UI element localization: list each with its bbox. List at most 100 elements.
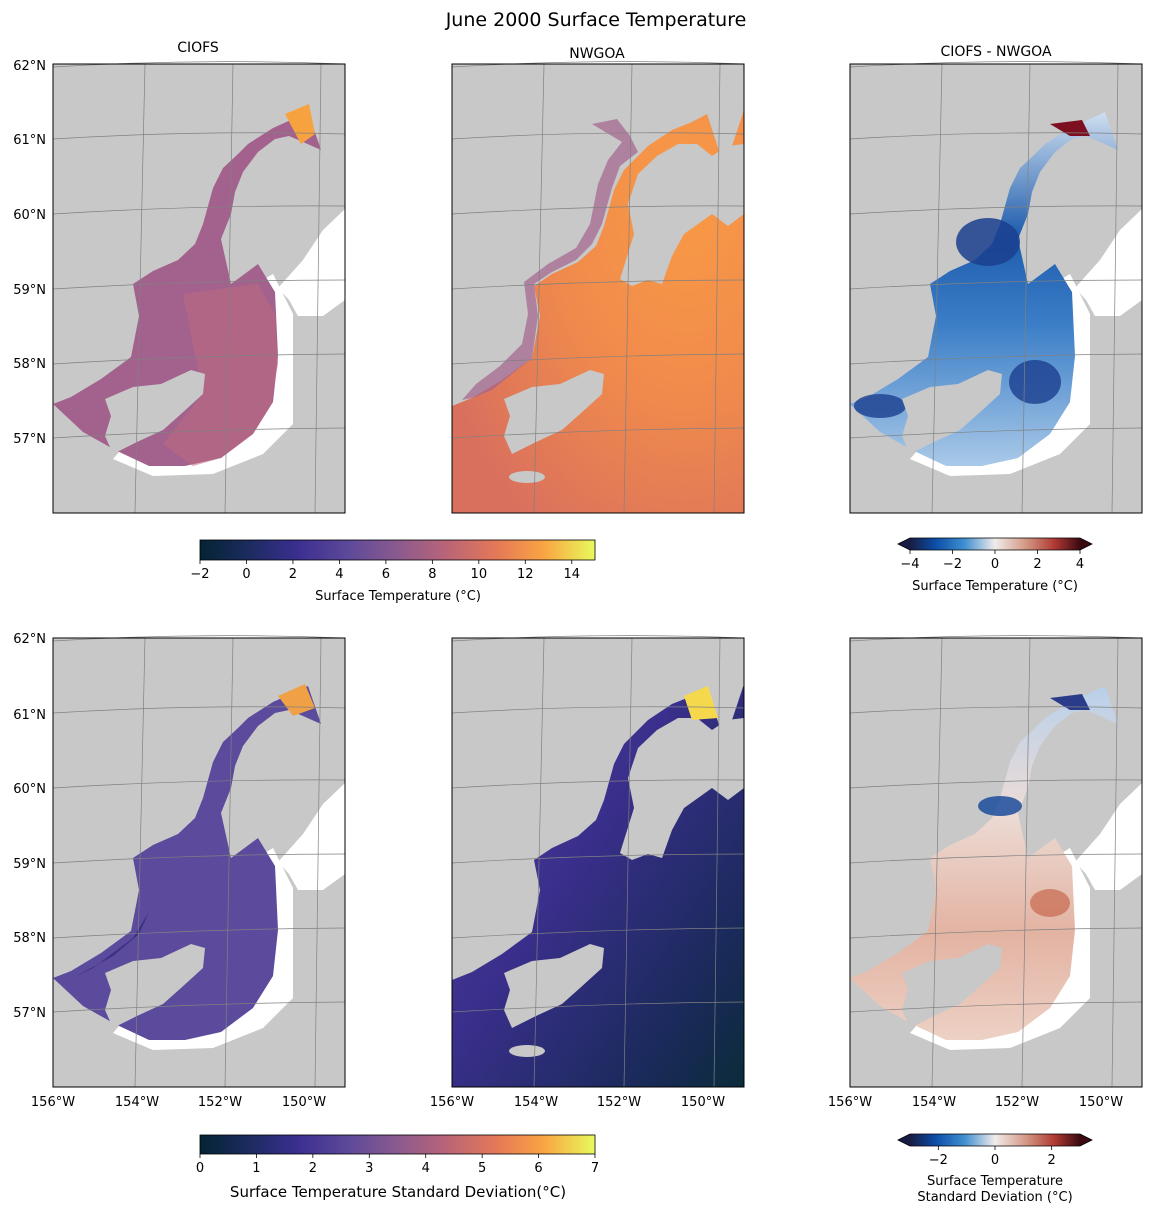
panel-title-ciofs: CIOFS: [177, 40, 219, 56]
colorbar-label: Surface Temperature (°C): [912, 579, 1078, 594]
panel-frame: [451, 637, 745, 1088]
lat-tick-label: 61°N: [13, 708, 46, 723]
colorbar-gradient: [910, 1134, 1080, 1146]
warm-region: [163, 284, 278, 466]
graticule: [451, 635, 745, 1088]
colorbar-gradient: [199, 539, 596, 561]
trinity-islands: [509, 471, 545, 483]
lon-tick-label: 152°W: [198, 1095, 242, 1110]
lon-tick-label: 154°W: [115, 1095, 159, 1110]
figure-title: June 2000 Surface Temperature: [445, 9, 747, 31]
colorbar-std-difference: −2 0 2 Surface Temperature Standard Deviat…: [897, 1133, 1093, 1205]
colorbar-ticks: −2 0 2 4 6 8 10 12 14: [190, 560, 580, 582]
colorbar-tick-label: 3: [365, 1161, 373, 1176]
colorbar-tick-label: 0: [991, 1153, 999, 1168]
colorbar-tick-label: −2: [943, 557, 962, 572]
land-kenai: [620, 638, 744, 860]
lat-tick-label: 61°N: [13, 133, 46, 148]
colorbar-tick-label: 4: [335, 567, 343, 582]
colorbar-extend-high: [1080, 1134, 1092, 1146]
lat-tick-label: 57°N: [13, 1006, 46, 1021]
open-ocean: [1075, 783, 1142, 890]
colorbar-ticks: 0 1 2 3 4 5 6 7: [196, 1154, 599, 1176]
colorbar-tick-label: 10: [471, 567, 488, 582]
lon-axis-panel6: 156°W 154°W 152°W 150°W: [828, 1095, 1123, 1110]
colorbar-tick-label: 5: [478, 1161, 486, 1176]
colorbar-label: Surface Temperature Standard Deviation(°…: [230, 1183, 566, 1201]
lat-tick-label: 62°N: [13, 632, 46, 647]
colorbar-std: 0 1 2 3 4 5 6 7 Surface Temperature Standard De…: [196, 1134, 599, 1201]
colorbar-tick-label: 6: [534, 1161, 542, 1176]
graticule: [849, 635, 1143, 1088]
lat-axis-row1: 62°N 61°N 60°N 59°N 58°N 57°N: [13, 59, 46, 447]
graticule: [52, 61, 346, 514]
lon-axis-panel5: 156°W 154°W 152°W 150°W: [430, 1095, 725, 1110]
trinity-islands: [907, 1045, 943, 1057]
cold-anomaly: [1009, 360, 1061, 404]
colorbar-tick-label: 0: [991, 557, 999, 572]
positive-anomaly: [1030, 889, 1070, 917]
colorbar-tick-label: 1: [252, 1161, 260, 1176]
colorbar-gradient: [199, 1134, 596, 1155]
colorbar-tick-label: 14: [563, 567, 580, 582]
lat-tick-label: 58°N: [13, 357, 46, 372]
colorbar-tick-label: 0: [242, 567, 250, 582]
open-ocean: [1075, 209, 1142, 316]
panel-title-nwgoa: NWGOA: [569, 46, 625, 62]
cold-anomaly: [956, 218, 1020, 266]
colorbar-tick-label: 4: [422, 1161, 430, 1176]
panel-frame: [451, 63, 745, 514]
negative-anomaly: [1050, 694, 1090, 710]
lat-tick-label: 60°N: [13, 782, 46, 797]
map-panel-diff-std: [849, 635, 1143, 1088]
colorbar-gradient: [910, 538, 1080, 550]
colorbar-label: Surface Temperature (°C): [315, 589, 481, 604]
panel-frame: [849, 637, 1143, 1088]
open-ocean: [278, 783, 345, 890]
lat-tick-label: 60°N: [13, 208, 46, 223]
trinity-islands: [110, 1045, 146, 1057]
open-ocean: [278, 209, 345, 316]
colorbar-tick-label: 6: [382, 567, 390, 582]
map-panel-ciofs-std: [52, 635, 346, 1088]
colorbar-extend-low: [898, 1134, 910, 1146]
negative-anomaly: [978, 796, 1022, 816]
lon-tick-label: 156°W: [31, 1095, 75, 1110]
graticule: [52, 635, 346, 1088]
trinity-islands: [907, 471, 943, 483]
lon-tick-label: 150°W: [681, 1095, 725, 1110]
lon-tick-label: 150°W: [1079, 1095, 1123, 1110]
colorbar-label-line1: Surface Temperature: [927, 1174, 1063, 1189]
colorbar-extend-low: [898, 538, 910, 550]
land-kenai: [620, 64, 744, 286]
colorbar-tick-label: 8: [428, 567, 436, 582]
lon-tick-label: 152°W: [995, 1095, 1039, 1110]
cold-anomaly: [854, 394, 906, 418]
warm-anomaly: [1050, 120, 1090, 136]
map-panel-ciofs-temp: [52, 61, 346, 514]
panel-frame: [52, 637, 346, 1088]
colorbar-tick-label: 2: [289, 567, 297, 582]
colorbar-tick-label: 2: [1033, 557, 1041, 572]
lat-tick-label: 59°N: [13, 283, 46, 298]
graticule: [849, 61, 1143, 514]
colorbar-tick-label: 2: [309, 1161, 317, 1176]
upper-inlet-warm: [285, 104, 315, 144]
colorbar-tick-label: −2: [190, 567, 209, 582]
panel-title-diff: CIOFS - NWGOA: [940, 44, 1052, 60]
lon-tick-label: 152°W: [597, 1095, 641, 1110]
trinity-islands: [509, 1045, 545, 1057]
lat-tick-label: 58°N: [13, 931, 46, 946]
lon-tick-label: 154°W: [514, 1095, 558, 1110]
colorbar-temperature: −2 0 2 4 6 8 10 12 14 Surface Temperature (°C): [190, 539, 596, 604]
colorbar-tick-label: 12: [517, 567, 534, 582]
colorbar-tick-label: 2: [1048, 1153, 1056, 1168]
lon-tick-label: 154°W: [912, 1095, 956, 1110]
lat-tick-label: 62°N: [13, 59, 46, 74]
lat-axis-row2: 62°N 61°N 60°N 59°N 58°N 57°N: [13, 632, 46, 1021]
map-panel-diff-temp: [849, 61, 1143, 514]
map-panel-nwgoa-temp: [451, 61, 745, 514]
colorbar-tick-label: −4: [900, 557, 919, 572]
lon-tick-label: 156°W: [828, 1095, 872, 1110]
